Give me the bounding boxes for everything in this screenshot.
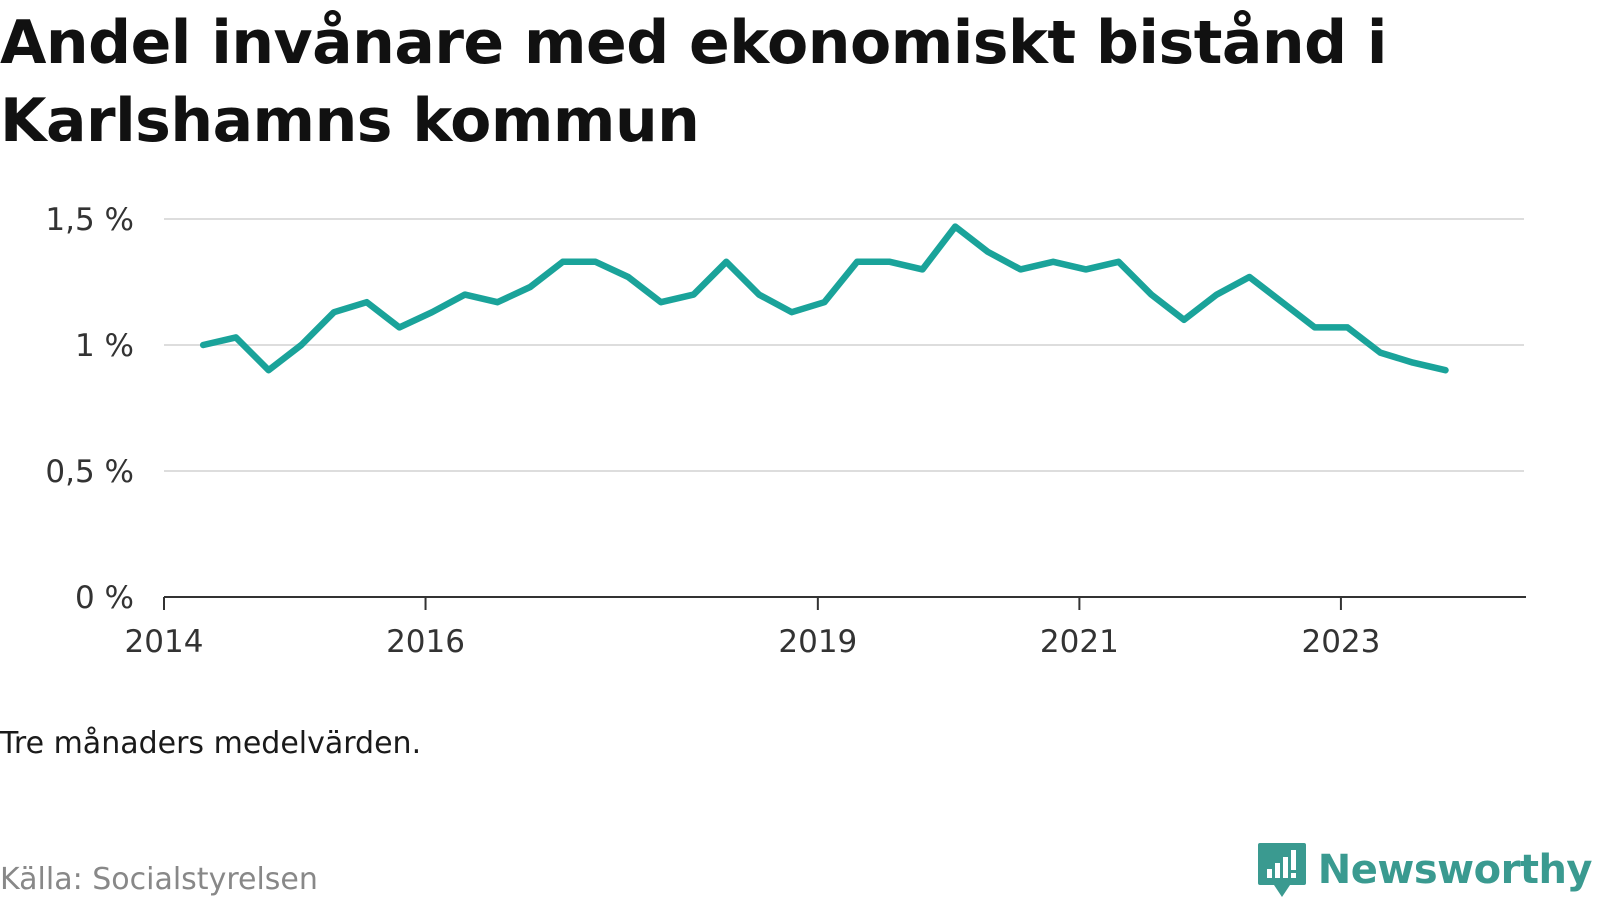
x-tick-label: 2014 [125,624,204,660]
gridlines [164,218,1524,472]
source-credit: Källa: Socialstyrelsen [0,862,318,897]
y-tick-label: 1,5 % [45,202,134,238]
x-tick-label: 2021 [1040,624,1119,660]
series-lines [199,223,1449,374]
y-tick-label: 0,5 % [45,454,134,490]
x-tick-label: 2023 [1301,624,1380,660]
chart-title: Andel invånare med ekonomiskt bistånd i … [0,8,1387,156]
series-line-0 [199,223,1449,374]
y-tick-label: 1 % [75,328,134,364]
chart-note: Tre månaders medelvärden. [0,726,422,761]
newsworthy-logo-icon [1257,843,1306,897]
x-tick-label: 2016 [386,624,465,660]
y-tick-label: 0 % [75,580,134,616]
x-axis: 2014 2016 2019 2021 2023 [125,596,1526,660]
brand-name: Newsworthy [1317,847,1593,893]
brand-logo: Newsworthy [1256,840,1593,900]
y-axis-tick-labels: 0 % 0,5 % 1 % 1,5 % [45,202,134,616]
x-tick-label: 2019 [778,624,857,660]
line-chart: 0 % 0,5 % 1 % 1,5 % 2014 2016 2019 2021 2023 [45,202,1526,660]
